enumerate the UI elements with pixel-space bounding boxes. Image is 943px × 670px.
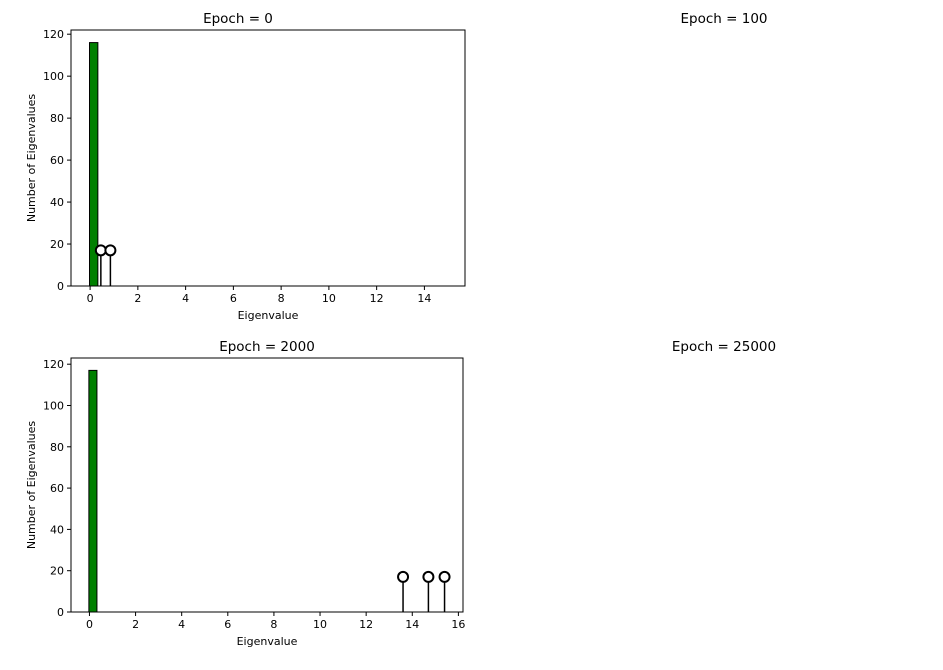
chart-panel-epoch-2000: 0 2 4 6 8 10 12 14 16 0 20 40 60 80 100 120 Epoch = 2000… [0, 335, 472, 670]
x-tick-label: 8 [278, 292, 285, 305]
x-tick-label: 2 [134, 292, 141, 305]
x-tick-label: 12 [370, 292, 384, 305]
y-tick-label: 80 [50, 441, 64, 454]
chart-svg: 0 2 4 6 8 10 12 14 0 20 40 60 80 100 120 Epoch = 0 Eigen… [25, 11, 466, 322]
x-tick-label: 4 [178, 618, 185, 631]
x-tick-label: 12 [359, 618, 373, 631]
chart-title: Epoch = 100 [681, 11, 768, 27]
y-axis-label: Number of Eigenvalues [25, 94, 38, 223]
y-tick-label: 100 [43, 399, 64, 412]
y-tick-label: 60 [50, 154, 64, 167]
x-tick-label: 2 [132, 618, 139, 631]
x-axis-label: Eigenvalue [237, 635, 298, 648]
chart-title: Epoch = 25000 [672, 339, 776, 355]
x-tick-label: 10 [322, 292, 336, 305]
chart-svg: 0 2 4 6 8 10 12 14 16 0 20 40 60 80 100 120 Epoch = 2000… [25, 339, 465, 648]
bar [88, 369, 98, 613]
x-tick-label: 16 [451, 618, 465, 631]
x-tick-label: 14 [417, 292, 431, 305]
x-axis-label: Eigenvalue [238, 309, 299, 322]
chart-title: Epoch = 0 [203, 11, 273, 27]
x-tick-label: 0 [87, 292, 94, 305]
x-tick-label: 6 [224, 618, 231, 631]
y-tick-label: 100 [43, 70, 64, 83]
y-tick-label: 0 [57, 280, 64, 293]
y-tick-label: 40 [50, 523, 64, 536]
y-tick-label: 120 [43, 358, 64, 371]
outlier-marker [104, 244, 117, 257]
outlier-marker [422, 570, 435, 583]
plot-frame [70, 29, 466, 287]
outlier-marker [94, 244, 107, 257]
chart-title: Epoch = 2000 [219, 339, 315, 355]
y-tick-label: 20 [50, 565, 64, 578]
x-tick-label: 14 [405, 618, 419, 631]
x-tick-label: 8 [270, 618, 277, 631]
chart-panel-epoch-0: 0 2 4 6 8 10 12 14 0 20 40 60 80 100 120 Epoch = 0 Eigen… [0, 0, 472, 335]
x-tick-label: 0 [86, 618, 93, 631]
y-axis-label: Number of Eigenvalues [25, 421, 38, 550]
y-tick-label: 0 [57, 606, 64, 619]
y-tick-label: 120 [43, 28, 64, 41]
x-tick-label: 4 [182, 292, 189, 305]
x-tick-label: 6 [230, 292, 237, 305]
plot-frame [70, 357, 464, 613]
outlier-marker [397, 570, 410, 583]
y-tick-label: 80 [50, 112, 64, 125]
outlier-marker [438, 570, 451, 583]
y-tick-label: 20 [50, 238, 64, 251]
x-tick-label: 10 [313, 618, 327, 631]
y-tick-label: 40 [50, 196, 64, 209]
y-tick-label: 60 [50, 482, 64, 495]
